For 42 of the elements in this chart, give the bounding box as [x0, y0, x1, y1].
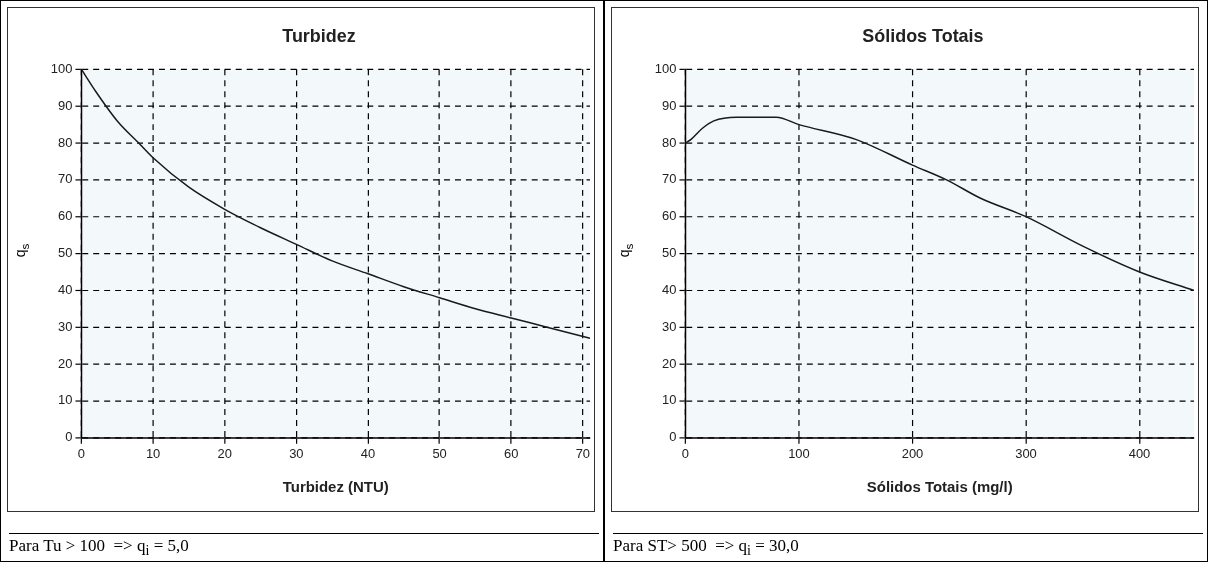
y-tick-label: 0 [65, 429, 73, 445]
x-tick-label: 50 [432, 445, 447, 461]
x-tick-label: 60 [504, 445, 519, 461]
y-tick-label: 60 [662, 208, 677, 224]
y-tick-label: 50 [662, 245, 677, 261]
x-tick-label: 70 [575, 445, 591, 461]
y-tick-label: 40 [662, 281, 677, 297]
y-tick-label: 100 [654, 60, 677, 76]
x-tick-label: 300 [1015, 445, 1037, 461]
x-tick-label: 20 [217, 445, 232, 461]
y-tick-label: 80 [58, 134, 73, 150]
x-tick-label: 100 [788, 445, 810, 461]
y-tick-label: 10 [58, 392, 73, 408]
y-tick-label: 20 [662, 355, 677, 371]
y-tick-label: 30 [662, 318, 677, 334]
y-tick-label: 100 [50, 60, 73, 76]
x-tick-label: 0 [77, 445, 86, 461]
text: Para Tu > 100 => q$_{i}$ = 5,0 [9, 532, 599, 559]
y-tick-label: 0 [669, 429, 677, 445]
y-tick-label: 80 [662, 134, 677, 150]
chart-title: Sólidos Totais [862, 25, 984, 46]
text: Para ST> 500 => q$_{i}$ = 30,0 [613, 532, 1203, 559]
chart-title: Turbidez [282, 25, 356, 46]
y-tick-label: 20 [58, 355, 73, 371]
y-tick-label: 90 [58, 97, 73, 113]
x-tick-label: 200 [901, 445, 924, 461]
y-tick-label: 70 [662, 171, 677, 187]
y-tick-label: 10 [662, 392, 677, 408]
x-axis-title: Turbidez (NTU) [282, 478, 389, 496]
y-tick-label: 30 [58, 318, 73, 334]
x-tick-label: 40 [360, 445, 376, 461]
y-tick-label: 40 [58, 281, 73, 297]
y-tick-label: 50 [58, 245, 73, 261]
x-axis-title: Sólidos Totais (mg/l) [866, 478, 1013, 496]
x-tick-label: 30 [289, 445, 304, 461]
y-tick-label: 90 [662, 97, 677, 113]
x-tick-label: 0 [681, 445, 690, 461]
line-series [685, 116, 1195, 292]
y-tick-label: 70 [58, 171, 73, 187]
x-tick-label: 400 [1128, 445, 1151, 461]
y-tick-label: 60 [58, 208, 73, 224]
x-tick-label: 10 [145, 445, 161, 461]
